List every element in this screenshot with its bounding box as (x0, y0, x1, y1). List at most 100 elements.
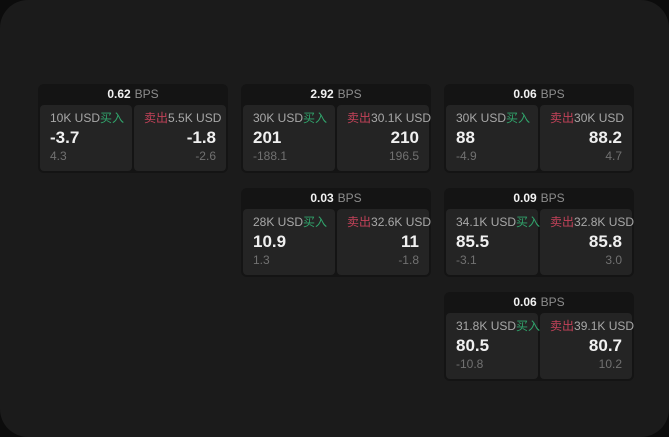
sell-side-label: 卖出 (550, 319, 575, 333)
buy-panel[interactable]: 28K USD 买入 10.9 1.3 (243, 209, 335, 275)
card-header: 0.06 BPS (444, 84, 634, 105)
sell-panel[interactable]: 卖出 32.8K USD 85.8 3.0 (540, 209, 634, 275)
sell-header-row: 卖出 30K USD (550, 111, 625, 126)
buy-amount: 31.8K USD (456, 319, 517, 333)
buy-delta: -4.9 (456, 149, 477, 163)
buy-delta: -3.1 (456, 253, 477, 267)
buy-price: 10.9 (253, 231, 287, 251)
buy-delta: -188.1 (253, 149, 288, 163)
sell-price: 210 (390, 127, 419, 147)
buy-amount: 10K USD (50, 111, 101, 125)
sell-amount: 5.5K USD (168, 111, 222, 125)
buy-side-label: 买入 (100, 111, 125, 125)
buy-side-label: 买入 (303, 111, 328, 125)
card-header: 0.03 BPS (241, 188, 431, 209)
bps-value: 0.03 (310, 191, 334, 205)
buy-side-label: 买入 (303, 215, 328, 229)
sell-panel[interactable]: 卖出 39.1K USD 80.7 10.2 (540, 313, 634, 379)
card-header: 0.06 BPS (444, 292, 634, 313)
sell-amount: 39.1K USD (574, 319, 635, 333)
sell-panel[interactable]: 卖出 5.5K USD -1.8 -2.6 (134, 105, 226, 171)
sell-delta: 196.5 (388, 149, 419, 163)
bps-value: 0.62 (107, 87, 131, 101)
sell-panel[interactable]: 卖出 30.1K USD 210 196.5 (337, 105, 431, 171)
buy-side-label: 买入 (516, 215, 541, 229)
buy-header-row: 34.1K USD 买入 (456, 215, 540, 230)
sell-header-row: 卖出 30.1K USD (347, 111, 431, 126)
sell-side-label: 卖出 (550, 215, 575, 229)
sell-amount: 30K USD (574, 111, 625, 125)
buy-amount: 30K USD (253, 111, 304, 125)
buy-price: 80.5 (456, 335, 490, 355)
card-body: 34.1K USD 买入 85.5 -3.1 卖出 32.8K USD 85.8… (446, 209, 634, 275)
sell-side-label: 卖出 (144, 111, 169, 125)
buy-side-label: 买入 (516, 319, 541, 333)
buy-panel[interactable]: 31.8K USD 买入 80.5 -10.8 (446, 313, 540, 379)
card-body: 31.8K USD 买入 80.5 -10.8 卖出 39.1K USD 80.… (446, 313, 634, 379)
buy-header-row: 30K USD 买入 (456, 111, 531, 126)
quote-card: 0.03 BPS 28K USD 买入 10.9 1.3 卖出 32.6K USD (241, 188, 431, 277)
bps-value: 2.92 (310, 87, 334, 101)
sell-header-row: 卖出 32.6K USD (347, 215, 431, 230)
sell-amount: 30.1K USD (371, 111, 432, 125)
bps-value: 0.06 (513, 295, 537, 309)
sell-price: 80.7 (588, 335, 622, 355)
bps-value: 0.06 (513, 87, 537, 101)
buy-delta: -10.8 (456, 357, 484, 371)
sell-price: -1.8 (186, 127, 216, 147)
buy-panel[interactable]: 10K USD 买入 -3.7 4.3 (40, 105, 132, 171)
bps-unit: BPS (134, 87, 159, 101)
quote-card: 0.06 BPS 31.8K USD 买入 80.5 -10.8 卖出 39.1K… (444, 292, 634, 381)
buy-amount: 34.1K USD (456, 215, 517, 229)
buy-side-label: 买入 (506, 111, 531, 125)
card-header: 0.62 BPS (38, 84, 228, 105)
card-header: 2.92 BPS (241, 84, 431, 105)
buy-header-row: 31.8K USD 买入 (456, 319, 540, 334)
sell-delta: 4.7 (605, 149, 622, 163)
bps-unit: BPS (337, 87, 362, 101)
sell-side-label: 卖出 (347, 111, 372, 125)
quote-card: 2.92 BPS 30K USD 买入 201 -188.1 卖出 30.1K U… (241, 84, 431, 173)
bps-unit: BPS (540, 87, 565, 101)
bps-unit: BPS (540, 295, 565, 309)
card-header: 0.09 BPS (444, 188, 634, 209)
buy-price: 85.5 (456, 231, 490, 251)
sell-side-label: 卖出 (347, 215, 372, 229)
buy-price: 201 (253, 127, 282, 147)
buy-header-row: 28K USD 买入 (253, 215, 328, 230)
sell-amount: 32.6K USD (371, 215, 432, 229)
bps-unit: BPS (337, 191, 362, 205)
buy-panel[interactable]: 30K USD 买入 201 -188.1 (243, 105, 335, 171)
sell-price: 11 (401, 231, 419, 251)
sell-side-label: 卖出 (550, 111, 575, 125)
card-body: 30K USD 买入 201 -188.1 卖出 30.1K USD 210 1… (243, 105, 431, 171)
buy-amount: 28K USD (253, 215, 304, 229)
sell-delta: -2.6 (195, 149, 216, 163)
card-body: 10K USD 买入 -3.7 4.3 卖出 5.5K USD -1.8 -2.… (40, 105, 226, 171)
sell-amount: 32.8K USD (574, 215, 635, 229)
sell-header-row: 卖出 32.8K USD (550, 215, 634, 230)
buy-price: 88 (456, 127, 475, 147)
bps-unit: BPS (540, 191, 565, 205)
buy-header-row: 30K USD 买入 (253, 111, 328, 126)
sell-header-row: 卖出 39.1K USD (550, 319, 634, 334)
bps-value: 0.09 (513, 191, 537, 205)
buy-panel[interactable]: 34.1K USD 买入 85.5 -3.1 (446, 209, 540, 275)
buy-price: -3.7 (50, 127, 80, 147)
sell-delta: 10.2 (598, 357, 622, 371)
card-body: 28K USD 买入 10.9 1.3 卖出 32.6K USD 11 -1.8 (243, 209, 431, 275)
buy-delta: 1.3 (253, 253, 270, 267)
sell-price: 85.8 (588, 231, 622, 251)
buy-header-row: 10K USD 买入 (50, 111, 125, 126)
quote-card: 0.62 BPS 10K USD 买入 -3.7 4.3 卖出 5.5K USD (38, 84, 228, 173)
sell-panel[interactable]: 卖出 32.6K USD 11 -1.8 (337, 209, 431, 275)
sell-header-row: 卖出 5.5K USD (144, 111, 221, 126)
quote-card: 0.06 BPS 30K USD 买入 88 -4.9 卖出 30K USD (444, 84, 634, 173)
buy-amount: 30K USD (456, 111, 507, 125)
sell-delta: 3.0 (605, 253, 622, 267)
sell-panel[interactable]: 卖出 30K USD 88.2 4.7 (540, 105, 632, 171)
buy-panel[interactable]: 30K USD 买入 88 -4.9 (446, 105, 538, 171)
card-body: 30K USD 买入 88 -4.9 卖出 30K USD 88.2 4.7 (446, 105, 632, 171)
